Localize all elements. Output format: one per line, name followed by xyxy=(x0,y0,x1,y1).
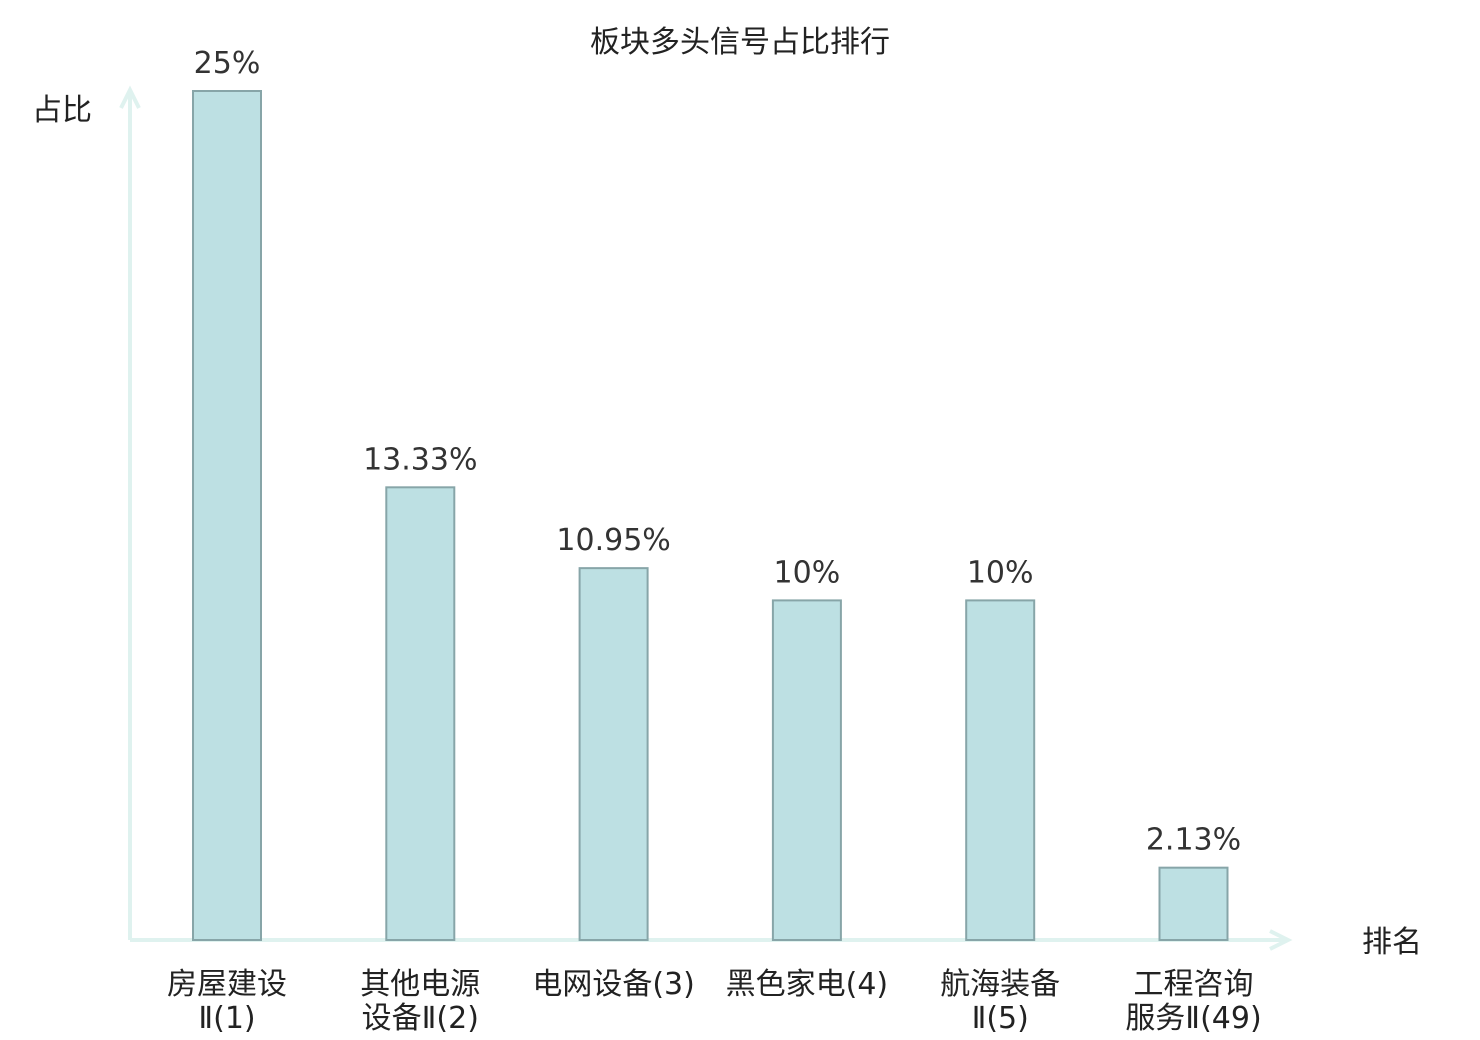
x-axis-label: 排名 xyxy=(1362,925,1422,960)
category-tick-label: 电网设备(3) xyxy=(532,967,695,1002)
value-labels: 25% 13.33% 10.95% 10% 10% 2.13% xyxy=(194,46,1242,858)
category-label-line: 电网设备(3) xyxy=(532,967,695,1002)
chart-title: 板块多头信号占比排行 xyxy=(590,25,890,60)
bar-value-label: 25% xyxy=(194,46,261,81)
y-axis-arrow xyxy=(119,85,141,109)
bar xyxy=(965,599,1036,942)
category-labels: 房屋建设 Ⅱ(1) 其他电源设备Ⅱ(2) 电网设备(3) 黑色家电(4) 航海装备 Ⅱ(5)… xyxy=(167,967,1262,1036)
category-tick-label: 航海装备 Ⅱ(5) xyxy=(940,967,1060,1036)
category-label-line: 设备Ⅱ(2) xyxy=(362,1001,479,1036)
y-axis-label: 占比 xyxy=(32,93,92,128)
bar xyxy=(578,567,649,941)
category-label-line: 黑色家电(4) xyxy=(726,967,889,1002)
bar xyxy=(1158,866,1229,942)
category-label-line: Ⅱ(1) xyxy=(198,1001,255,1036)
category-label-line: 其他电源 xyxy=(360,967,480,1002)
category-tick-label: 房屋建设 Ⅱ(1) xyxy=(167,967,287,1036)
bar xyxy=(771,599,842,942)
bar-value-label: 10% xyxy=(967,555,1034,590)
category-label-line: 工程咨询 xyxy=(1134,967,1254,1002)
chart-axes xyxy=(119,85,1293,951)
category-label-line: 房屋建设 xyxy=(167,967,287,1002)
category-tick-label: 工程咨询服务Ⅱ(49) xyxy=(1125,967,1261,1036)
category-tick-label: 其他电源设备Ⅱ(2) xyxy=(360,967,480,1036)
category-label-line: 服务Ⅱ(49) xyxy=(1125,1001,1261,1036)
bar-value-label: 13.33% xyxy=(363,442,477,477)
category-label-line: 航海装备 xyxy=(940,967,1060,1002)
bar-value-label: 10.95% xyxy=(556,523,670,558)
category-tick-label: 黑色家电(4) xyxy=(726,967,889,1002)
bar-value-label: 10% xyxy=(774,555,841,590)
category-label-line: Ⅱ(5) xyxy=(972,1001,1029,1036)
bar xyxy=(385,486,456,941)
bar-series xyxy=(192,90,1229,942)
bar xyxy=(192,90,262,941)
bar-value-label: 2.13% xyxy=(1146,823,1241,858)
x-axis-arrow xyxy=(1269,929,1293,951)
